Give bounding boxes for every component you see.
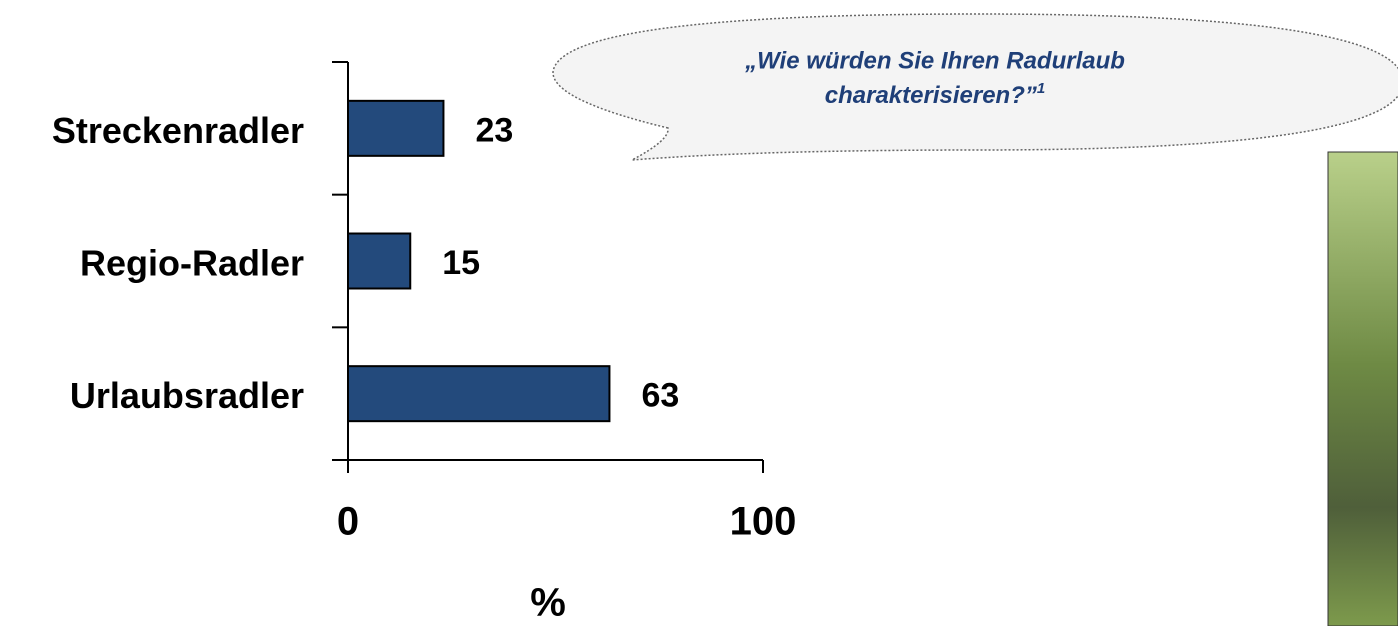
bar — [348, 366, 609, 421]
y-tick-label: Urlaubsradler — [70, 375, 304, 416]
x-tick-label: 100 — [730, 500, 797, 544]
value-label: 15 — [442, 244, 480, 282]
x-tick-label: 0 — [337, 500, 359, 544]
value-label: 23 — [475, 111, 513, 149]
annotation-line: charakterisieren?” — [825, 82, 1037, 109]
page: „Wie würden Sie Ihren Radurlaub charakte… — [0, 0, 1398, 626]
y-tick-label: Regio-Radler — [80, 243, 304, 284]
value-label: 63 — [641, 377, 679, 415]
y-tick-label: Streckenradler — [52, 110, 304, 151]
footnote-mark: 1 — [1037, 80, 1045, 97]
chart: „Wie würden Sie Ihren Radurlaub charakte… — [0, 0, 1398, 626]
annotation: „Wie würden Sie Ihren Radurlaub — [744, 47, 1125, 74]
x-axis-label: % — [530, 581, 566, 625]
bar — [348, 234, 410, 289]
photo — [1328, 152, 1398, 626]
annotation: charakterisieren?”1 — [825, 80, 1045, 109]
bar — [348, 101, 443, 156]
